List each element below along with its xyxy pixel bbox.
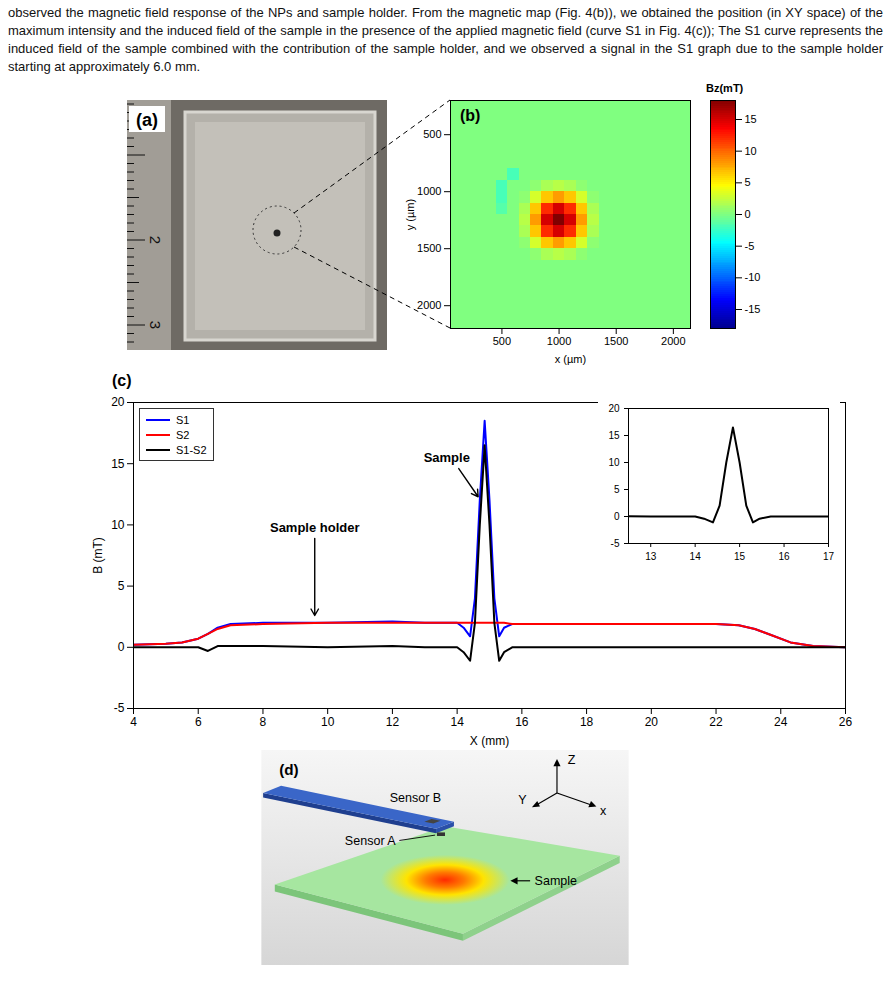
svg-text:22: 22 xyxy=(709,715,723,729)
svg-text:-5: -5 xyxy=(611,538,620,549)
svg-text:6: 6 xyxy=(195,715,202,729)
svg-text:Y: Y xyxy=(518,793,527,807)
svg-text:20: 20 xyxy=(111,395,125,409)
html-text:S1: S1 xyxy=(176,413,190,426)
svg-text:12: 12 xyxy=(386,715,400,729)
svg-text:Sample: Sample xyxy=(424,450,470,465)
svg-text:14: 14 xyxy=(450,715,464,729)
svg-text:24: 24 xyxy=(774,715,788,729)
svg-text:26: 26 xyxy=(839,715,853,729)
svg-text:10: 10 xyxy=(321,715,335,729)
svg-text:15: 15 xyxy=(745,113,757,125)
svg-text:1500: 1500 xyxy=(417,242,441,254)
svg-text:500: 500 xyxy=(493,335,511,347)
svg-text:20: 20 xyxy=(645,715,659,729)
svg-text:14: 14 xyxy=(690,551,702,562)
svg-text:16: 16 xyxy=(778,551,790,562)
svg-text:5: 5 xyxy=(118,579,125,593)
svg-text:16: 16 xyxy=(515,715,529,729)
svg-text:x (µm): x (µm) xyxy=(555,353,586,365)
svg-text:2000: 2000 xyxy=(661,335,685,347)
svg-text:x: x xyxy=(600,804,607,818)
svg-text:5: 5 xyxy=(745,176,751,188)
html-text:observed the magnetic field re: observed the magnetic field response of … xyxy=(8,5,883,74)
svg-text:5: 5 xyxy=(614,484,620,495)
svg-text:2000: 2000 xyxy=(417,299,441,311)
svg-text:-15: -15 xyxy=(745,303,761,315)
svg-text:3: 3 xyxy=(147,321,164,329)
svg-text:Sensor A: Sensor A xyxy=(345,834,396,848)
svg-text:10: 10 xyxy=(608,457,620,468)
svg-text:0: 0 xyxy=(745,208,751,220)
svg-text:X (mm): X (mm) xyxy=(470,734,509,748)
html-text:S1-S2: S1-S2 xyxy=(176,443,207,456)
svg-text:Z: Z xyxy=(568,753,576,767)
svg-text:1000: 1000 xyxy=(417,185,441,197)
svg-text:15: 15 xyxy=(111,457,125,471)
svg-text:8: 8 xyxy=(260,715,267,729)
svg-text:-5: -5 xyxy=(114,701,125,715)
svg-text:18: 18 xyxy=(580,715,594,729)
svg-text:y (µm): y (µm) xyxy=(404,199,416,230)
html-text:Bz(mT): Bz(mT) xyxy=(706,82,744,94)
svg-text:B (mT): B (mT) xyxy=(91,537,105,574)
svg-text:20: 20 xyxy=(608,403,620,414)
svg-text:Sample: Sample xyxy=(535,874,578,888)
svg-text:1000: 1000 xyxy=(547,335,571,347)
svg-text:2: 2 xyxy=(147,236,164,244)
svg-text:1500: 1500 xyxy=(604,335,628,347)
svg-text:-10: -10 xyxy=(745,271,761,283)
svg-text:10: 10 xyxy=(111,518,125,532)
svg-text:17: 17 xyxy=(823,551,835,562)
svg-text:Sensor B: Sensor B xyxy=(390,791,442,805)
svg-text:0: 0 xyxy=(118,640,125,654)
svg-text:10: 10 xyxy=(745,145,757,157)
svg-text:0: 0 xyxy=(614,511,620,522)
svg-text:Sample holder: Sample holder xyxy=(270,520,360,535)
svg-text:(d): (d) xyxy=(279,761,298,778)
svg-text:15: 15 xyxy=(734,551,746,562)
svg-text:15: 15 xyxy=(608,430,620,441)
html-text:(b): (b) xyxy=(460,107,481,124)
svg-text:-5: -5 xyxy=(745,240,755,252)
svg-text:13: 13 xyxy=(645,551,657,562)
html-text:(c): (c) xyxy=(112,372,132,389)
html-text:S2: S2 xyxy=(176,428,190,441)
svg-text:4: 4 xyxy=(130,715,137,729)
svg-text:500: 500 xyxy=(423,128,441,140)
svg-text:(a): (a) xyxy=(136,110,158,130)
